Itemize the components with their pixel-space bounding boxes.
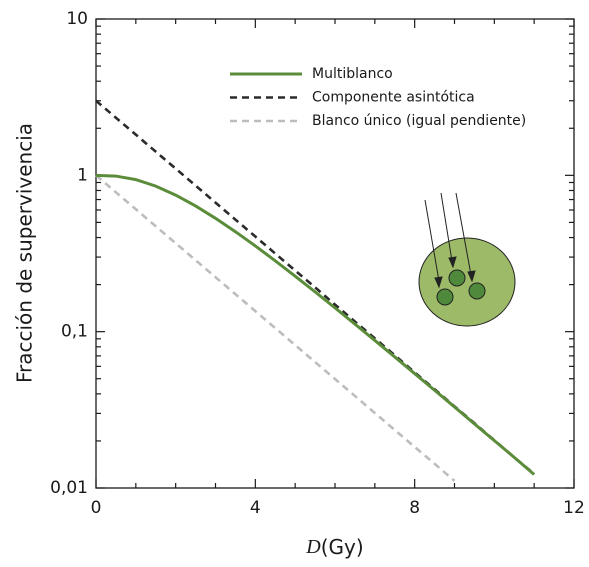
y-tick-label: 1 <box>77 165 88 185</box>
x-axis-symbol: D <box>305 536 321 558</box>
y-tick-label: 10 <box>66 9 88 29</box>
x-axis-unit: (Gy) <box>321 535 364 559</box>
series-line <box>95 174 456 482</box>
legend-label: Multiblanco <box>312 66 393 82</box>
series-line <box>95 173 536 476</box>
y-tick-label: 0,1 <box>61 322 88 342</box>
legend-label: Componente asintótica <box>312 90 475 106</box>
x-tick-label: 8 <box>409 498 420 518</box>
target-diagram <box>418 192 516 327</box>
x-tick-label: 0 <box>91 498 102 518</box>
y-axis-label: Fracción de supervivencia <box>13 123 37 383</box>
x-axis-label: D(Gy) <box>305 535 363 559</box>
x-tick-label: 4 <box>250 498 261 518</box>
x-tick-label: 12 <box>563 498 585 518</box>
y-tick-label: 0,01 <box>50 478 88 498</box>
legend-label: Blanco único (igual pendiente) <box>312 113 526 129</box>
